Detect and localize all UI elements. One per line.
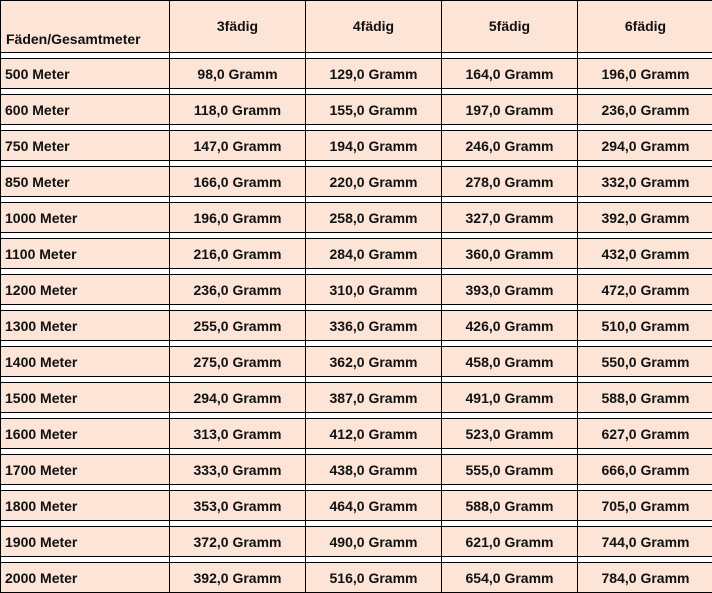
weight-cell: 387,0 Gramm xyxy=(306,383,442,413)
weight-cell: 284,0 Gramm xyxy=(306,239,442,269)
weight-cell: 258,0 Gramm xyxy=(306,203,442,233)
weight-cell: 588,0 Gramm xyxy=(578,383,712,413)
weight-cell: 327,0 Gramm xyxy=(442,203,578,233)
weight-cell: 278,0 Gramm xyxy=(442,167,578,197)
weight-cell: 392,0 Gramm xyxy=(170,563,306,593)
weight-cell: 236,0 Gramm xyxy=(170,275,306,305)
length-cell: 1600 Meter xyxy=(1,419,170,449)
weight-cell: 491,0 Gramm xyxy=(442,383,578,413)
weight-cell: 196,0 Gramm xyxy=(170,203,306,233)
header-cell-threads-length: Fäden/Gesamtmeter xyxy=(1,1,170,53)
weight-cell: 166,0 Gramm xyxy=(170,167,306,197)
weight-cell: 353,0 Gramm xyxy=(170,491,306,521)
weight-cell: 621,0 Gramm xyxy=(442,527,578,557)
weight-cell: 294,0 Gramm xyxy=(578,131,712,161)
weight-cell: 744,0 Gramm xyxy=(578,527,712,557)
weight-cell: 333,0 Gramm xyxy=(170,455,306,485)
weight-cell: 98,0 Gramm xyxy=(170,59,306,89)
length-cell: 1000 Meter xyxy=(1,203,170,233)
weight-cell: 362,0 Gramm xyxy=(306,347,442,377)
length-cell: 1100 Meter xyxy=(1,239,170,269)
weight-cell: 220,0 Gramm xyxy=(306,167,442,197)
weight-cell: 426,0 Gramm xyxy=(442,311,578,341)
length-cell: 850 Meter xyxy=(1,167,170,197)
weight-cell: 472,0 Gramm xyxy=(578,275,712,305)
length-cell: 1400 Meter xyxy=(1,347,170,377)
weight-cell: 246,0 Gramm xyxy=(442,131,578,161)
weight-cell: 118,0 Gramm xyxy=(170,95,306,125)
weight-cell: 164,0 Gramm xyxy=(442,59,578,89)
weight-cell: 216,0 Gramm xyxy=(170,239,306,269)
header-cell-6fadig: 6fädig xyxy=(578,1,712,53)
length-cell: 1800 Meter xyxy=(1,491,170,521)
weight-cell: 197,0 Gramm xyxy=(442,95,578,125)
weight-cell: 588,0 Gramm xyxy=(442,491,578,521)
weight-cell: 654,0 Gramm xyxy=(442,563,578,593)
weight-cell: 784,0 Gramm xyxy=(578,563,712,593)
weight-cell: 432,0 Gramm xyxy=(578,239,712,269)
header-row: Fäden/Gesamtmeter 3fädig 4fädig 5fädig 6… xyxy=(1,1,712,53)
weight-cell: 336,0 Gramm xyxy=(306,311,442,341)
weight-cell: 705,0 Gramm xyxy=(578,491,712,521)
weight-cell: 275,0 Gramm xyxy=(170,347,306,377)
weight-cell: 372,0 Gramm xyxy=(170,527,306,557)
weight-cell: 255,0 Gramm xyxy=(170,311,306,341)
weight-cell: 550,0 Gramm xyxy=(578,347,712,377)
weight-cell: 464,0 Gramm xyxy=(306,491,442,521)
length-cell: 750 Meter xyxy=(1,131,170,161)
weight-cell: 194,0 Gramm xyxy=(306,131,442,161)
weight-cell: 155,0 Gramm xyxy=(306,95,442,125)
length-cell: 600 Meter xyxy=(1,95,170,125)
weight-cell: 196,0 Gramm xyxy=(578,59,712,89)
weight-cell: 129,0 Gramm xyxy=(306,59,442,89)
weight-cell: 236,0 Gramm xyxy=(578,95,712,125)
weight-cell: 313,0 Gramm xyxy=(170,419,306,449)
weight-cell: 516,0 Gramm xyxy=(306,563,442,593)
header-cell-5fadig: 5fädig xyxy=(442,1,578,53)
weight-cell: 310,0 Gramm xyxy=(306,275,442,305)
header-cell-3fadig: 3fädig xyxy=(170,1,306,53)
length-cell: 500 Meter xyxy=(1,59,170,89)
weight-cell: 294,0 Gramm xyxy=(170,383,306,413)
weight-cell: 392,0 Gramm xyxy=(578,203,712,233)
weight-cell: 458,0 Gramm xyxy=(442,347,578,377)
length-cell: 1500 Meter xyxy=(1,383,170,413)
length-cell: 1900 Meter xyxy=(1,527,170,557)
length-cell: 2000 Meter xyxy=(1,563,170,593)
weight-cell: 393,0 Gramm xyxy=(442,275,578,305)
length-cell: 1200 Meter xyxy=(1,275,170,305)
length-cell: 1700 Meter xyxy=(1,455,170,485)
weight-cell: 332,0 Gramm xyxy=(578,167,712,197)
length-cell: 1300 Meter xyxy=(1,311,170,341)
weight-cell: 510,0 Gramm xyxy=(578,311,712,341)
weight-cell: 627,0 Gramm xyxy=(578,419,712,449)
weight-cell: 360,0 Gramm xyxy=(442,239,578,269)
weight-cell: 147,0 Gramm xyxy=(170,131,306,161)
weight-cell: 412,0 Gramm xyxy=(306,419,442,449)
weight-cell: 523,0 Gramm xyxy=(442,419,578,449)
weight-cell: 438,0 Gramm xyxy=(306,455,442,485)
weight-cell: 666,0 Gramm xyxy=(578,455,712,485)
header-cell-4fadig: 4fädig xyxy=(306,1,442,53)
weight-cell: 555,0 Gramm xyxy=(442,455,578,485)
weight-cell: 490,0 Gramm xyxy=(306,527,442,557)
